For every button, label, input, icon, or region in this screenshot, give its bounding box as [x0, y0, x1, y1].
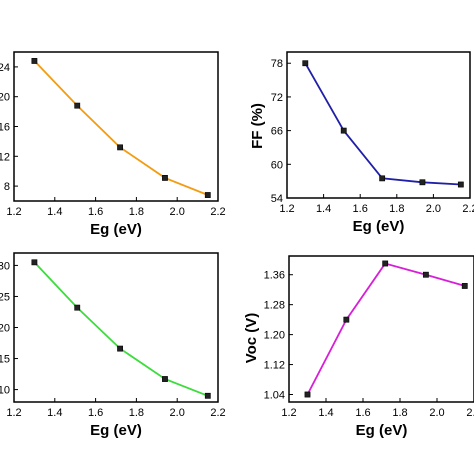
data-point	[74, 304, 81, 311]
y-axis-label: FF (%)	[249, 103, 266, 149]
y-tick-label: 20	[0, 323, 10, 335]
x-tick-label: 2.2	[210, 206, 225, 218]
data-point	[343, 316, 350, 323]
y-tick-label: 10	[0, 385, 10, 397]
y-tick-label: 1.36	[264, 270, 285, 282]
x-axis-label: Eg (eV)	[90, 422, 142, 439]
y-tick-label: 25	[0, 291, 10, 303]
x-tick-label: 1.4	[47, 206, 62, 218]
series-line	[33, 261, 209, 397]
x-tick-label: 1.4	[316, 203, 331, 215]
data-point	[461, 283, 468, 289]
chart-panel-2: 1.2 1.4 1.6 1.8 2.0 2.2 54 60 66 72 78 Eg (eV) FF (%…	[249, 51, 474, 235]
plot-frame	[13, 51, 219, 202]
y-tick-label: 30	[0, 260, 10, 272]
y-tick-label: 54	[271, 193, 283, 205]
y-tick-label: 16	[0, 122, 10, 134]
x-tick-label: 1.2	[279, 203, 294, 215]
plot-frame	[286, 51, 471, 199]
y-tick-label: 12	[0, 151, 10, 163]
x-tick-label: 2.2	[210, 407, 225, 419]
x-tick-label: 1.2	[6, 206, 21, 218]
x-tick-label: 1.8	[392, 407, 407, 419]
x-axis-label: Eg (eV)	[90, 221, 142, 238]
y-tick-label: 1.12	[264, 360, 285, 372]
plot-frame	[13, 252, 219, 403]
plot-frame	[288, 255, 474, 403]
y-tick-label: 60	[271, 159, 283, 171]
chart-panel-3: 1.2 1.4 1.6 1.8 2.0 2.2 10 15 20 25 30 Eg (eV)	[0, 252, 226, 439]
x-tick-label: 1.6	[353, 203, 368, 215]
x-axis-label: Eg (eV)	[356, 422, 408, 439]
chart-panel-1: 1.2 1.4 1.6 1.8 2.0 2.2 8 12 16 20 24 Eg (eV)	[0, 51, 226, 238]
x-tick-label: 1.2	[281, 407, 296, 419]
x-tick-label: 1.4	[318, 407, 333, 419]
x-tick-label: 1.2	[6, 407, 21, 419]
x-tick-label: 1.6	[355, 407, 370, 419]
y-axis-label: Voc (V)	[243, 313, 260, 364]
y-tick-label: 1.04	[264, 390, 285, 402]
series-line	[306, 262, 465, 395]
y-tick-label: 1.28	[264, 300, 285, 312]
x-tick-label: 1.4	[47, 407, 62, 419]
data-point	[162, 376, 168, 382]
data-point	[31, 58, 38, 64]
x-tick-label: 2.0	[170, 407, 185, 419]
data-point	[302, 60, 309, 67]
data-point	[457, 181, 464, 188]
y-tick-label: 24	[0, 62, 10, 74]
y-tick-label: 78	[271, 58, 283, 70]
x-tick-label: 1.6	[88, 206, 103, 218]
data-point	[419, 179, 426, 186]
series-line	[304, 62, 461, 186]
y-tick-label: 72	[271, 92, 283, 104]
chart-panel-4: 1.2 1.4 1.6 1.8 2.0 2.2 1.04 1.12 1.20 1.28 1.36 Eg…	[243, 255, 474, 439]
x-tick-label: 1.8	[129, 407, 144, 419]
data-point	[117, 144, 123, 151]
data-point	[162, 175, 168, 181]
x-tick-label: 1.6	[88, 407, 103, 419]
series-line	[33, 60, 209, 196]
data-point	[74, 102, 81, 109]
x-tick-label: 2.0	[426, 203, 441, 215]
y-tick-label: 1.20	[264, 330, 285, 342]
y-tick-label: 66	[271, 126, 283, 138]
data-point	[422, 271, 429, 278]
x-axis-label: Eg (eV)	[353, 218, 405, 235]
data-point	[204, 192, 211, 198]
x-tick-label: 2.0	[429, 407, 444, 419]
y-tick-label: 8	[4, 181, 10, 193]
y-tick-label: 20	[0, 92, 10, 104]
x-tick-label: 1.8	[129, 206, 144, 218]
x-tick-label: 2.0	[170, 206, 185, 218]
y-tick-label: 15	[0, 354, 10, 366]
data-point	[379, 175, 386, 182]
data-point	[31, 259, 38, 266]
data-point	[304, 391, 311, 398]
x-tick-label: 1.8	[389, 203, 404, 215]
x-tick-label: 2.2	[462, 203, 474, 215]
data-point	[382, 260, 389, 267]
data-point	[117, 345, 123, 352]
data-point	[204, 392, 211, 399]
x-tick-label: 2.2	[466, 407, 474, 419]
data-point	[340, 127, 347, 134]
